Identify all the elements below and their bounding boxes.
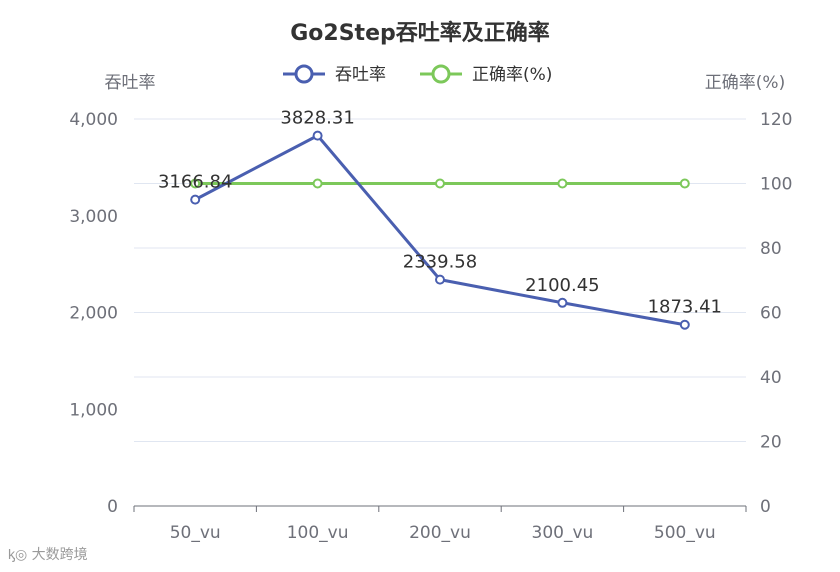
right-tick-label: 100 [760,175,792,195]
right-tick-label: 40 [760,368,782,388]
left-axis-name: 吞吐率 [105,73,156,93]
right-tick-label: 80 [760,239,782,259]
data-point [557,297,568,308]
right-tick-label: 0 [760,497,771,517]
data-label: 3166.84 [158,172,232,193]
right-tick-label: 60 [760,304,782,324]
data-point [679,319,690,330]
legend-item[interactable]: 正确率(%) [420,64,552,85]
data-label: 1873.41 [648,297,722,318]
chart-title: Go2Step吞吐率及正确率 [290,20,550,46]
watermark: ᶄ◎ 大数跨境 [8,544,88,564]
legend-label: 吞吐率 [335,65,386,85]
series-right [190,178,690,189]
data-point [190,194,201,205]
x-tick-label: 100_vu [287,523,349,543]
watermark-logo-icon: ᶄ◎ [8,547,32,563]
chart-legend[interactable]: 吞吐率 正确率(%) [283,64,552,85]
series-line [194,134,686,327]
left-tick-label: 4,000 [69,110,118,130]
data-point [435,178,445,189]
data-point [312,178,323,189]
data-point [312,130,323,141]
x-tick-label: 50_vu [170,523,221,543]
right-axis-ticks: 0 20 40 60 80 100 120 [760,110,792,517]
x-tick-label: 500_vu [654,523,716,543]
watermark-text: 大数跨境 [31,547,88,563]
left-tick-label: 3,000 [69,207,118,227]
legend-label: 正确率(%) [472,65,552,85]
left-tick-label: 1,000 [69,400,118,420]
x-tick-label: 200_vu [409,523,471,543]
data-point [679,178,690,189]
legend-marker-icon [431,64,451,84]
x-tick-label: 300_vu [532,523,594,543]
data-point [557,178,568,189]
left-tick-label: 0 [107,497,118,517]
right-tick-label: 120 [760,110,792,130]
data-point [190,178,201,189]
data-point [435,274,445,285]
legend-marker-icon [294,64,314,84]
right-axis-name: 正确率(%) [705,73,785,93]
data-label: 2100.45 [525,275,599,296]
x-axis: 50_vu 100_vu 200_vu 300_vu 500_vu [133,505,747,543]
data-label: 3828.31 [280,108,354,129]
legend-item[interactable]: 吞吐率 [283,64,386,85]
series-layer: 3166.84 3828.31 2339.58 2100.45 1873.41 [158,108,722,330]
right-tick-label: 20 [760,433,782,453]
series-left [190,130,690,330]
left-axis-ticks: 0 1,000 2,000 3,000 4,000 [69,110,118,517]
left-tick-label: 2,000 [69,304,118,324]
data-label: 2339.58 [403,252,477,273]
